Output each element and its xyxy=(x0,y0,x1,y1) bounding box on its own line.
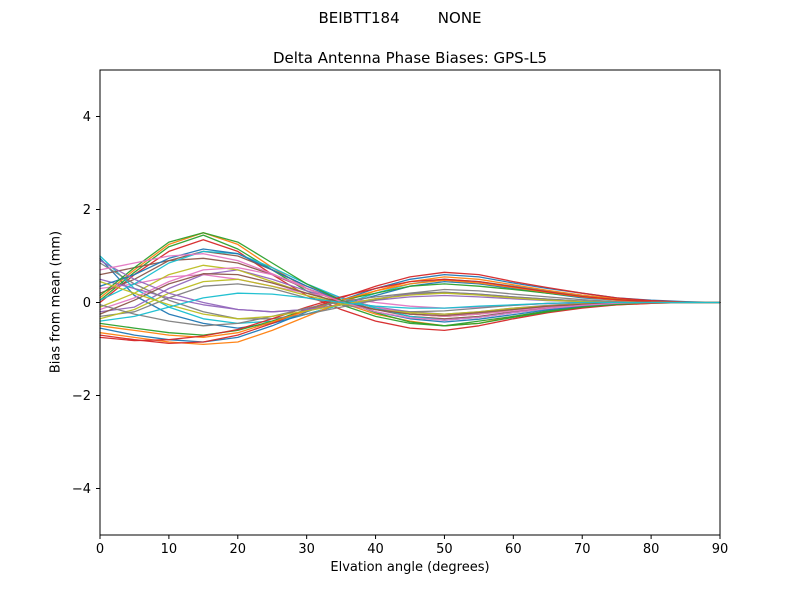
x-tick-label: 80 xyxy=(643,542,660,557)
y-tick-label: 0 xyxy=(83,296,91,311)
x-tick-label: 0 xyxy=(96,542,104,557)
x-tick-label: 90 xyxy=(712,542,729,557)
x-tick-label: 20 xyxy=(230,542,247,557)
series-line xyxy=(99,232,721,327)
series-line xyxy=(99,262,721,320)
x-axis-label: Elvation angle (degrees) xyxy=(330,560,490,575)
axes-title: Delta Antenna Phase Biases: GPS-L5 xyxy=(272,49,548,67)
y-axis-label: Bias from mean (mm) xyxy=(48,230,64,374)
x-tick-label: 40 xyxy=(367,542,384,557)
series-line xyxy=(99,292,721,322)
y-tick-label: 2 xyxy=(83,203,91,218)
x-tick-label: 30 xyxy=(298,542,315,557)
series-line xyxy=(99,257,721,320)
series-line xyxy=(99,278,721,342)
series-line xyxy=(99,271,721,345)
series-line xyxy=(99,283,721,336)
figure-title: BEIBTT184 NONE xyxy=(318,9,482,27)
x-tick-label: 60 xyxy=(505,542,522,557)
x-tick-label: 70 xyxy=(574,542,591,557)
y-tick-label: 4 xyxy=(83,110,91,125)
x-tick-label: 50 xyxy=(436,542,453,557)
series-line xyxy=(99,253,721,321)
x-tick-label: 10 xyxy=(161,542,178,557)
y-tick-label: −2 xyxy=(72,389,91,404)
y-tick-label: −4 xyxy=(72,482,91,497)
